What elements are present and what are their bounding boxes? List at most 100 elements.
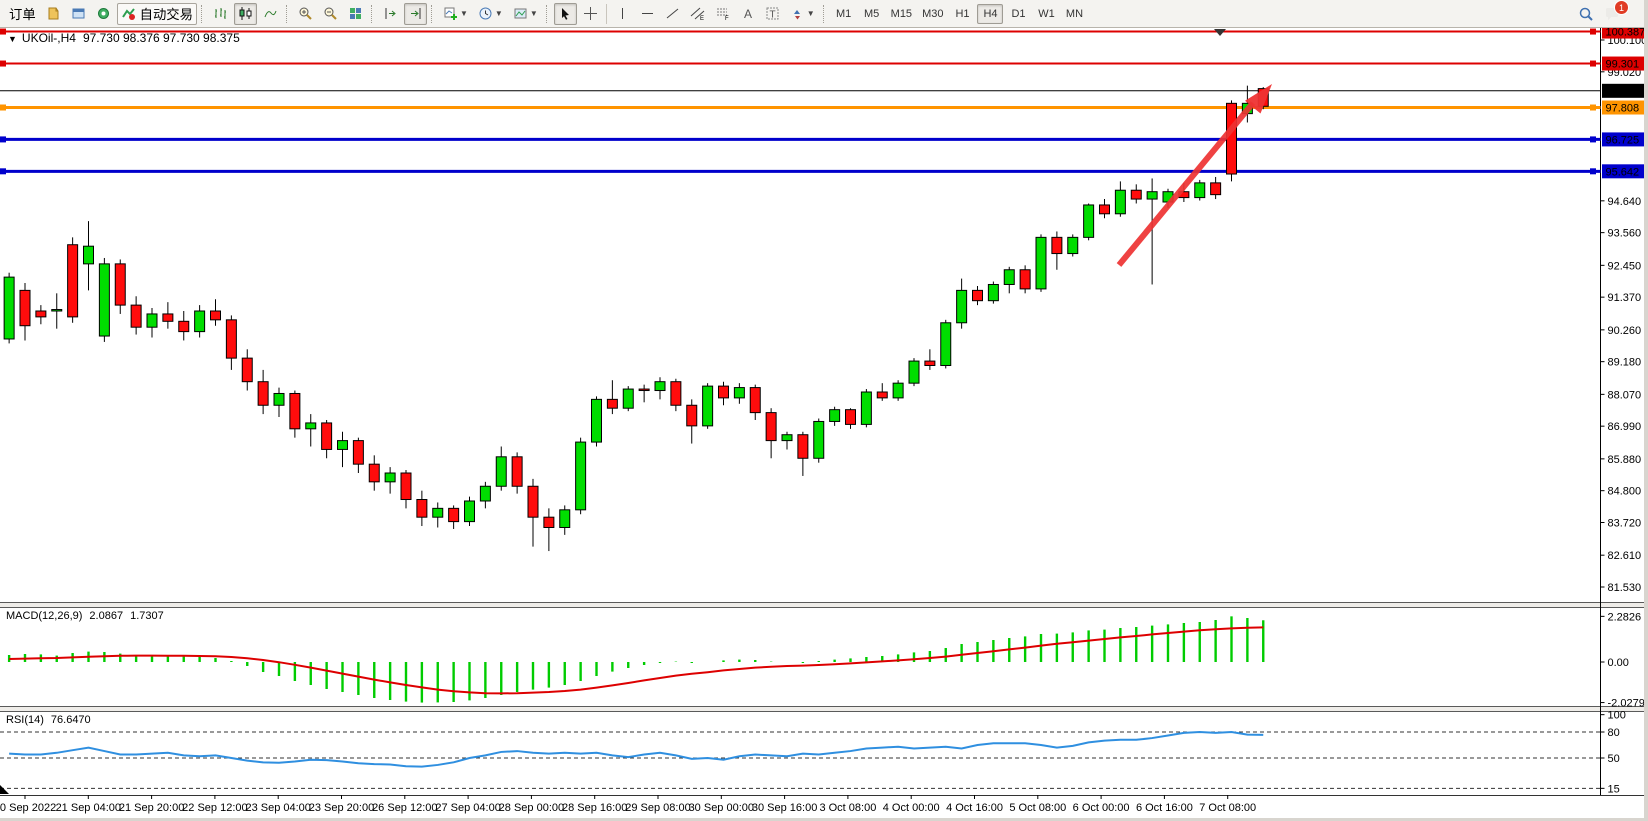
svg-text:5 Oct 08:00: 5 Oct 08:00 — [1009, 802, 1066, 814]
search-button[interactable] — [1574, 3, 1598, 25]
arrows-button[interactable]: ▼ — [786, 3, 819, 25]
text-button[interactable]: A — [736, 3, 759, 25]
vertical-line-button[interactable] — [611, 3, 634, 25]
chart-header: ▼ UKOil-,H4 97.730 98.376 97.730 98.375 — [8, 31, 240, 45]
signals-button[interactable] — [92, 3, 115, 25]
svg-text:99.301: 99.301 — [1606, 59, 1640, 71]
main-chart-area[interactable] — [0, 28, 1600, 602]
toolbar-grip — [545, 4, 550, 23]
timeframe-h4-button[interactable]: H4 — [977, 3, 1004, 24]
fibonacci-button[interactable]: F — [711, 3, 734, 25]
svg-text:A: A — [744, 7, 752, 21]
line-handle[interactable] — [0, 104, 6, 111]
svg-text:90.260: 90.260 — [1608, 325, 1642, 337]
trendline-button[interactable] — [661, 3, 684, 25]
svg-text:84.800: 84.800 — [1608, 486, 1642, 498]
timeframe-m1-button[interactable]: M1 — [831, 4, 857, 24]
macd-signal-value: 1.7307 — [130, 610, 164, 622]
line-handle[interactable] — [0, 60, 6, 67]
svg-text:20 Sep 2022: 20 Sep 2022 — [0, 802, 56, 814]
chart-menu-caret-icon[interactable]: ▼ — [8, 34, 17, 44]
price-badge-98.375 — [1602, 83, 1647, 98]
svg-text:93.560: 93.560 — [1608, 228, 1642, 240]
indicators-button[interactable]: ▼ — [439, 3, 472, 25]
text-label-button[interactable]: T — [761, 3, 784, 25]
equidistant-channel-button[interactable]: E — [686, 3, 709, 25]
tile-windows-button[interactable] — [344, 3, 367, 25]
line-chart-button[interactable] — [259, 3, 282, 25]
new-order-button[interactable]: 订单 — [1, 3, 40, 25]
periods-button[interactable]: ▼ — [474, 3, 507, 25]
templates-button[interactable]: ▼ — [509, 3, 542, 25]
svg-text:100.387: 100.387 — [1606, 27, 1646, 39]
zoom-out-button[interactable] — [319, 3, 342, 25]
line-handle[interactable] — [1590, 104, 1596, 111]
svg-text:92.450: 92.450 — [1608, 260, 1642, 272]
autotrading-button[interactable]: 自动交易 — [116, 2, 197, 25]
indicators-icon — [443, 6, 458, 21]
svg-text:3 Oct 08:00: 3 Oct 08:00 — [819, 802, 876, 814]
tile-windows-icon — [348, 6, 363, 21]
rsi-pane[interactable] — [0, 712, 1600, 795]
line-handle[interactable] — [1590, 60, 1596, 67]
macd-pane[interactable] — [0, 608, 1600, 706]
line-handle[interactable] — [1590, 168, 1596, 175]
candlestick-chart-icon — [238, 6, 253, 21]
cursor-button[interactable] — [553, 2, 577, 25]
chart-shift-marker-icon[interactable] — [1214, 29, 1226, 36]
rsi-scale: 100 80 50 15 — [1600, 710, 1626, 795]
dropdown-arrow-icon: ▼ — [806, 9, 815, 18]
svg-text:80: 80 — [1608, 727, 1620, 739]
svg-text:27 Sep 04:00: 27 Sep 04:00 — [435, 802, 500, 814]
auto-scroll-button[interactable] — [403, 2, 427, 25]
price-badge-97.808 — [1602, 100, 1647, 115]
svg-text:23 Sep 04:00: 23 Sep 04:00 — [245, 802, 310, 814]
toolbar-grip — [822, 4, 827, 23]
zoom-in-button[interactable] — [294, 3, 317, 25]
window-right-edge — [1644, 0, 1648, 821]
trend-arrow-annotation[interactable] — [1116, 84, 1272, 267]
fibonacci-icon: F — [715, 6, 730, 21]
market-watch-icon — [71, 6, 86, 21]
market-watch-button[interactable] — [67, 3, 90, 25]
svg-text:50: 50 — [1608, 753, 1620, 765]
bar-chart-icon — [213, 6, 228, 21]
rsi-name: RSI(14) — [6, 714, 44, 726]
yellow-document-icon — [46, 6, 61, 21]
order-history-button[interactable] — [42, 3, 65, 25]
line-handle[interactable] — [0, 136, 6, 143]
timeframe-h1-button[interactable]: H1 — [949, 4, 975, 24]
candlestick-chart-button[interactable] — [233, 2, 257, 25]
zoom-out-icon — [323, 6, 338, 21]
chart-shift-button[interactable] — [379, 3, 402, 25]
timeframe-m5-button[interactable]: M5 — [859, 4, 885, 24]
svg-text:83.720: 83.720 — [1608, 517, 1642, 529]
crosshair-button[interactable] — [579, 3, 602, 25]
autotrading-label: 自动交易 — [139, 7, 193, 22]
trendline-icon — [665, 6, 680, 21]
line-handle[interactable] — [0, 28, 6, 35]
line-handle[interactable] — [0, 168, 6, 175]
rsi-series — [0, 730, 1601, 794]
line-handle[interactable] — [1590, 136, 1596, 143]
svg-text:98.375: 98.375 — [1606, 86, 1640, 98]
timeframe-m15-button[interactable]: M15 — [887, 4, 916, 24]
svg-text:95.642: 95.642 — [1606, 166, 1640, 178]
autotrading-icon — [121, 6, 136, 21]
svg-text:23 Sep 20:00: 23 Sep 20:00 — [309, 802, 374, 814]
bar-chart-button[interactable] — [209, 3, 232, 25]
rsi-value: 76.6470 — [50, 714, 91, 726]
timeframe-w1-button[interactable]: W1 — [1033, 4, 1059, 24]
scroll-begin-marker-icon[interactable] — [0, 785, 9, 794]
price-axis[interactable] — [1600, 28, 1648, 795]
line-handle[interactable] — [1590, 28, 1596, 35]
horizontal-line-button[interactable] — [636, 3, 659, 25]
notifications-button[interactable]: 1 — [1600, 0, 1639, 25]
vertical-line-icon — [615, 6, 630, 21]
timeframe-mn-button[interactable]: MN — [1061, 4, 1087, 24]
timeframe-d1-button[interactable]: D1 — [1005, 4, 1031, 24]
svg-text:15: 15 — [1608, 783, 1620, 795]
macd-indicator-label: MACD(12,26,9) 2.0867 1.7307 — [6, 610, 164, 622]
timeframe-m30-button[interactable]: M30 — [918, 4, 947, 24]
